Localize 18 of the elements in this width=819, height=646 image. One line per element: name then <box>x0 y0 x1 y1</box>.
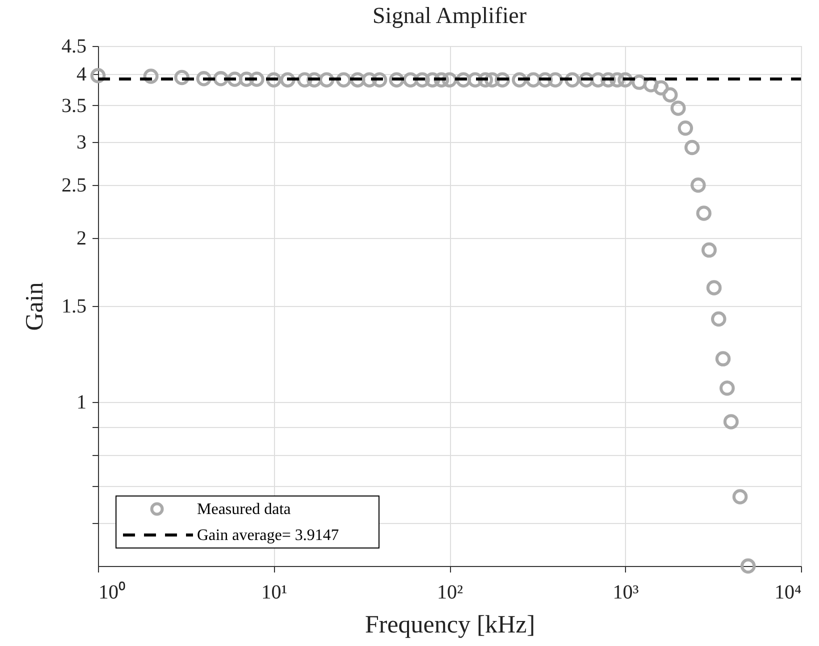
x-tick-label: 10² <box>437 582 463 604</box>
y-tick-label: 4.5 <box>62 36 86 58</box>
y-tick-label: 1.5 <box>62 296 86 318</box>
y-axis-title: Gain <box>22 282 48 331</box>
legend-label: Gain average= 3.9147 <box>197 527 339 544</box>
x-axis-title: Frequency [kHz] <box>364 612 536 638</box>
legend-label: Measured data <box>197 501 291 518</box>
y-tick-label: 2.5 <box>62 174 86 197</box>
y-tick-label: 3.5 <box>62 94 86 117</box>
y-tick-label: 3 <box>76 131 86 154</box>
y-tick-label: 4 <box>76 63 86 86</box>
chart-title: Signal Amplifier <box>372 3 527 28</box>
x-tick-label: 10⁴ <box>774 582 802 604</box>
y-tick-label: 2 <box>76 227 86 250</box>
y-tick-label: 1 <box>76 391 86 414</box>
x-tick-label: 10⁰ <box>98 580 126 604</box>
x-tick-label: 10¹ <box>261 582 288 604</box>
x-tick-label: 10³ <box>612 582 639 604</box>
